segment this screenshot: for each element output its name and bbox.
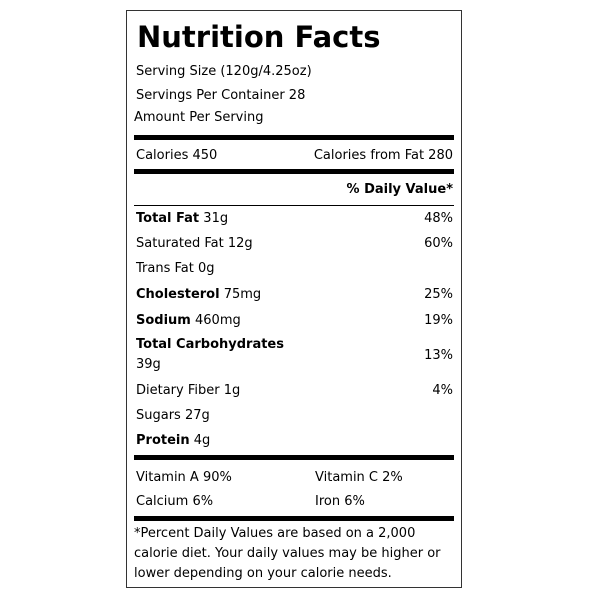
- nutrient-dv: 19%: [424, 313, 453, 328]
- nutrient-name: Sugars: [136, 408, 181, 423]
- nutrient-amount: 27g: [184, 408, 210, 423]
- nutrient-amount: 0g: [197, 261, 215, 276]
- nutrient-amount: 12g: [227, 236, 253, 251]
- nutrient-name: Sodium: [136, 313, 191, 328]
- nutrient-row-trans-fat: Trans Fat 0g: [136, 260, 215, 278]
- nutrient-row-cholesterol: Cholesterol 75mg: [136, 286, 261, 304]
- thick-divider: [134, 169, 454, 174]
- calcium: Calcium 6%: [136, 494, 214, 509]
- calories-from-fat: Calories from Fat 280: [313, 148, 453, 163]
- serving-size: Serving Size (120g/4.25oz): [136, 64, 312, 79]
- nutrient-amount: 31g: [203, 211, 229, 226]
- footnote-line-1: *Percent Daily Values are based on a 2,0…: [134, 526, 416, 541]
- label-title: Nutrition Facts: [137, 20, 381, 54]
- nutrient-amount-total-carbohydrates: 39g: [136, 357, 161, 372]
- nutrient-row-total-fat: Total Fat 31g: [136, 210, 228, 228]
- nutrient-name-total-carbohydrates: Total Carbohydrates: [136, 337, 284, 352]
- thick-divider: [134, 135, 454, 140]
- footnote-line-2: calorie diet. Your daily values may be h…: [134, 546, 441, 561]
- nutrient-dv: 25%: [424, 287, 453, 302]
- amount-per-serving: Amount Per Serving: [134, 110, 264, 125]
- nutrient-name: Protein: [136, 433, 190, 448]
- nutrient-row-sugars: Sugars 27g: [136, 407, 210, 425]
- nutrient-dv: 4%: [432, 383, 453, 398]
- nutrient-name: Trans Fat: [136, 261, 194, 276]
- vitamin-a: Vitamin A 90%: [136, 470, 232, 485]
- nutrient-row-saturated-fat: Saturated Fat 12g: [136, 235, 253, 253]
- calories: Calories 450: [136, 148, 218, 163]
- vitamin-c: Vitamin C 2%: [315, 470, 403, 485]
- nutrient-amount: 75mg: [223, 287, 262, 302]
- thin-divider: [134, 205, 454, 206]
- thick-divider: [134, 455, 454, 460]
- nutrient-dv: 48%: [424, 211, 453, 226]
- iron: Iron 6%: [315, 494, 365, 509]
- nutrient-name: Saturated Fat: [136, 236, 224, 251]
- nutrition-facts-label: Nutrition Facts Serving Size (120g/4.25o…: [126, 10, 462, 588]
- daily-value-header: % Daily Value*: [346, 182, 453, 197]
- nutrient-dv: 13%: [424, 348, 453, 363]
- nutrient-row-dietary-fiber: Dietary Fiber 1g: [136, 382, 240, 400]
- nutrient-name: Cholesterol: [136, 287, 220, 302]
- nutrient-amount: 1g: [223, 383, 241, 398]
- thick-divider: [134, 516, 454, 521]
- nutrient-name: Dietary Fiber: [136, 383, 220, 398]
- nutrient-amount: 460mg: [195, 313, 241, 328]
- nutrient-amount: 4g: [193, 433, 211, 448]
- servings-per-container: Servings Per Container 28: [136, 88, 306, 103]
- footnote-line-3: lower depending on your calorie needs.: [134, 566, 392, 581]
- nutrient-row-sodium: Sodium 460mg: [136, 312, 241, 330]
- nutrient-row-protein: Protein 4g: [136, 432, 210, 450]
- nutrient-name: Total Fat: [136, 211, 200, 226]
- nutrient-dv: 60%: [424, 236, 453, 251]
